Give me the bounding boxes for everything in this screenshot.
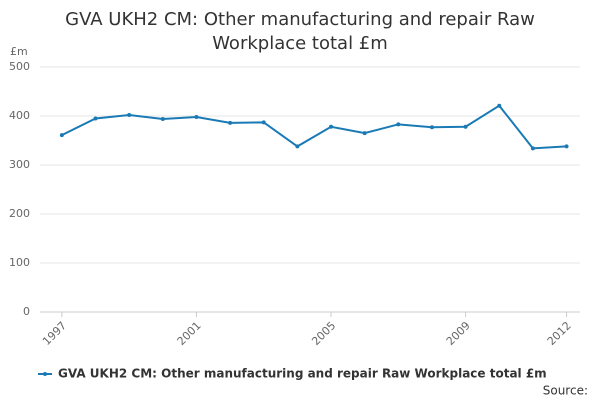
data-point <box>396 122 401 127</box>
legend-label: GVA UKH2 CM: Other manufacturing and rep… <box>58 367 547 381</box>
data-point <box>497 103 502 108</box>
y-tick-label: 100 <box>9 256 30 269</box>
x-tick-label: 2001 <box>175 319 204 348</box>
series-line <box>61 104 567 150</box>
y-unit: £m <box>10 45 28 58</box>
data-point <box>160 116 165 121</box>
x-tick-label: 2005 <box>309 319 338 348</box>
data-point <box>564 144 569 149</box>
data-point <box>362 131 367 136</box>
data-point <box>93 116 98 121</box>
data-point <box>329 124 334 129</box>
y-tick-label: 400 <box>9 109 30 122</box>
data-point <box>429 125 434 130</box>
data-point <box>530 146 535 151</box>
data-point <box>463 124 468 129</box>
y-tick-label: 300 <box>9 158 30 171</box>
y-tick-label: 0 <box>23 305 30 318</box>
x-tick-label: 1997 <box>40 319 69 348</box>
legend-marker <box>43 372 47 376</box>
data-point <box>261 120 266 125</box>
data-point <box>295 144 300 149</box>
data-point <box>127 113 132 118</box>
y-tick-label: 500 <box>9 60 30 73</box>
data-point <box>228 120 233 125</box>
chart-title: GVA UKH2 CM: Other manufacturing and rep… <box>65 9 535 54</box>
x-tick-label: 2012 <box>545 319 574 348</box>
x-tick-label: 2009 <box>444 319 473 348</box>
source: Source: <box>543 384 588 398</box>
data-point <box>59 133 64 138</box>
data-point <box>194 114 199 119</box>
y-tick-label: 200 <box>9 207 30 220</box>
